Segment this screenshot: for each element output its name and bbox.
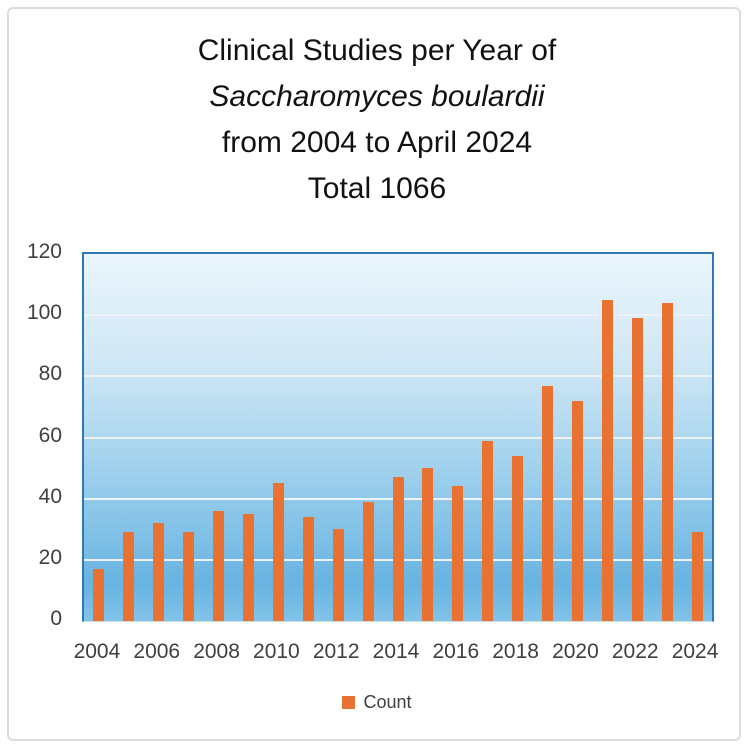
x-axis-labels: 2004 2006 2008 2010 2012 2014 2016 2018 2020 2022… [74,640,719,666]
y-tick-label-40: 40 [38,484,62,508]
y-tick-label-80: 80 [38,362,62,386]
bar-2011 [302,517,314,621]
bar-2020 [571,400,583,621]
x-tick-label-2016: 2016 [432,640,480,663]
bar-2008 [213,510,225,621]
bar-2017 [482,440,494,621]
bar-2024 [691,532,703,621]
legend: Count [2,692,750,713]
gridline-60 [84,436,712,439]
legend-swatch-icon [342,696,356,709]
bar-2023 [661,302,673,621]
bar-2019 [542,385,554,621]
x-tick-label-2024: 2024 [671,640,719,663]
chart-title-line-2: Saccharomyces boulardii [209,80,545,113]
chart-card: Clinical Studies per Year of Saccharomyc… [7,7,741,741]
chart-title-line-3: from 2004 to April 2024 [221,126,533,159]
bar-2018 [512,455,524,621]
bar-2021 [601,299,613,621]
bar-2015 [422,468,434,621]
x-tick-label-2010: 2010 [253,640,300,663]
bar-2006 [153,523,165,621]
bar-2004 [93,569,105,621]
y-tick-label-100: 100 [26,301,62,325]
bar-2010 [272,483,284,621]
chart-title: Clinical Studies per Year of Saccharomyc… [2,28,750,212]
chart-title-line-1: Clinical Studies per Year of [197,34,557,67]
bar-2009 [242,513,254,621]
y-tick-label-60: 60 [38,423,62,447]
bar-2012 [332,529,344,621]
x-tick-label-2020: 2020 [552,640,599,663]
bar-2005 [123,532,135,621]
x-tick-label-2022: 2022 [611,640,659,663]
bar-2016 [452,486,464,621]
gridline-100 [84,314,712,317]
x-tick-label-2018: 2018 [492,640,539,663]
legend-label: Count [363,692,412,712]
x-tick-label-2006: 2006 [133,640,181,663]
bar-2013 [362,501,374,621]
x-tick-label-2008: 2008 [193,640,240,663]
bar-2014 [392,477,404,621]
y-tick-label-20: 20 [38,545,62,569]
bar-2007 [183,532,195,621]
y-tick-label-120: 120 [26,240,62,263]
x-tick-label-2004: 2004 [73,640,121,663]
plot-area [82,252,714,622]
gridline-80 [84,375,712,378]
y-axis-labels: 0 20 40 60 80 100 120 [2,240,62,630]
y-tick-label-0: 0 [50,607,62,630]
x-tick-label-2012: 2012 [312,640,360,663]
x-tick-label-2014: 2014 [372,640,420,663]
chart-title-line-4: Total 1066 [307,172,447,205]
bar-2022 [631,318,643,621]
